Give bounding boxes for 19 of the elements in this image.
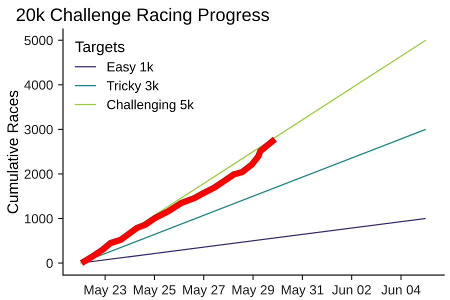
x-tick-label: May 27: [183, 285, 225, 298]
x-tick-label: May 23: [84, 285, 126, 298]
x-tick-label: Jun 04: [381, 285, 420, 295]
y-tick-label: 3000: [24, 124, 53, 134]
y-tick-label: 1000: [24, 214, 53, 224]
y-tick-label: 4000: [24, 80, 53, 90]
legend-label: Tricky 3k: [106, 80, 159, 94]
x-tick-label: May 25: [134, 285, 176, 298]
y-tick-label: 5000: [24, 36, 53, 46]
legend-label: Challenging 5k: [107, 100, 194, 112]
chart-title: 20k Challenge Racing Progress: [16, 8, 270, 25]
x-tick-label: Jun 02: [332, 285, 371, 295]
y-axis-title: Cumulative Races: [6, 90, 18, 214]
legend-title: Targets: [75, 42, 124, 56]
legend-label: Easy 1k: [108, 62, 154, 74]
x-tick-label: May 31: [282, 285, 324, 298]
y-tick-label: 0: [46, 258, 53, 268]
y-tick-label: 2000: [24, 170, 53, 179]
x-tick-label: May 29: [232, 285, 274, 298]
